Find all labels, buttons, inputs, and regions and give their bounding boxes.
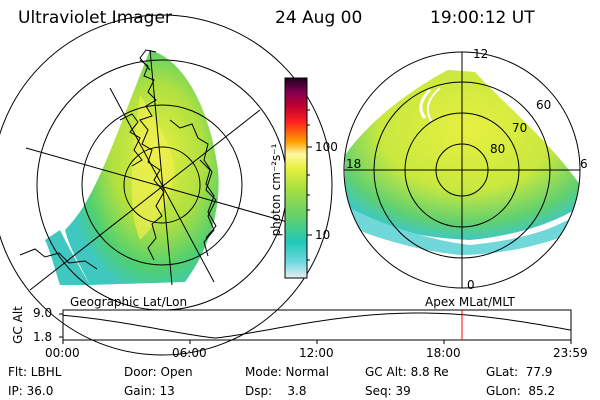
geographic-grid [0,14,333,356]
gc-alt-field: GC Alt: 8.8 Re [365,365,449,379]
glon-field: GLon: 85.2 [486,384,556,398]
timeline-ytick-9: 9.0 [33,306,53,320]
timeline-plot [59,309,572,344]
mlt-label-6: 6 [580,157,588,171]
colorbar-tick-10: 10 [315,228,331,242]
apex-caption: Apex MLat/MLT [425,295,515,309]
timeline-xtick-0600: 06:00 [172,346,207,360]
colorbar-ticks [307,109,312,261]
door-field: Door: Open [124,365,193,379]
filter-field: Flt: LBHL [8,365,62,379]
mlat-label-80: 80 [490,142,506,156]
mode-field: Mode: Normal [245,365,329,379]
geographic-caption: Geographic Lat/Lon [70,295,188,309]
mlt-image [345,70,580,255]
mlat-label-70: 70 [512,121,528,135]
timeline-ylabel: GC Alt [11,306,25,344]
colorbar [284,77,308,279]
seq-field: Seq: 39 [365,384,411,398]
mlt-label-12: 12 [473,47,489,61]
timeline-xtick-2359: 23:59 [553,346,588,360]
mlt-label-0: 0 [467,278,475,292]
colorbar-tick-100: 100 [315,140,338,154]
coastline-outline [19,49,217,270]
orbit-altitude-line [62,312,572,339]
gain-field: Gain: 13 [124,384,175,398]
geographic-image [45,50,219,285]
date-label: 24 Aug 00 [275,8,363,28]
mlat-label-60: 60 [536,98,552,112]
instrument-title: Ultraviolet Imager [18,8,172,28]
timeline-xtick-1800: 18:00 [426,346,461,360]
timeline-xtick-0000: 00:00 [45,346,80,360]
mlt-grid [343,51,581,289]
time-label: 19:00:12 UT [430,8,535,28]
glat-field: GLat: 77.9 [486,365,553,379]
mlt-label-18: 18 [346,157,362,171]
timeline-xtick-1200: 12:00 [299,346,334,360]
ip-field: IP: 36.0 [8,384,54,398]
dsp-field: Dsp: 3.8 [245,384,307,398]
colorbar-unit-label: photon cm⁻²s⁻¹ [269,143,283,237]
timeline-ytick-1-8: 1.8 [33,330,53,344]
